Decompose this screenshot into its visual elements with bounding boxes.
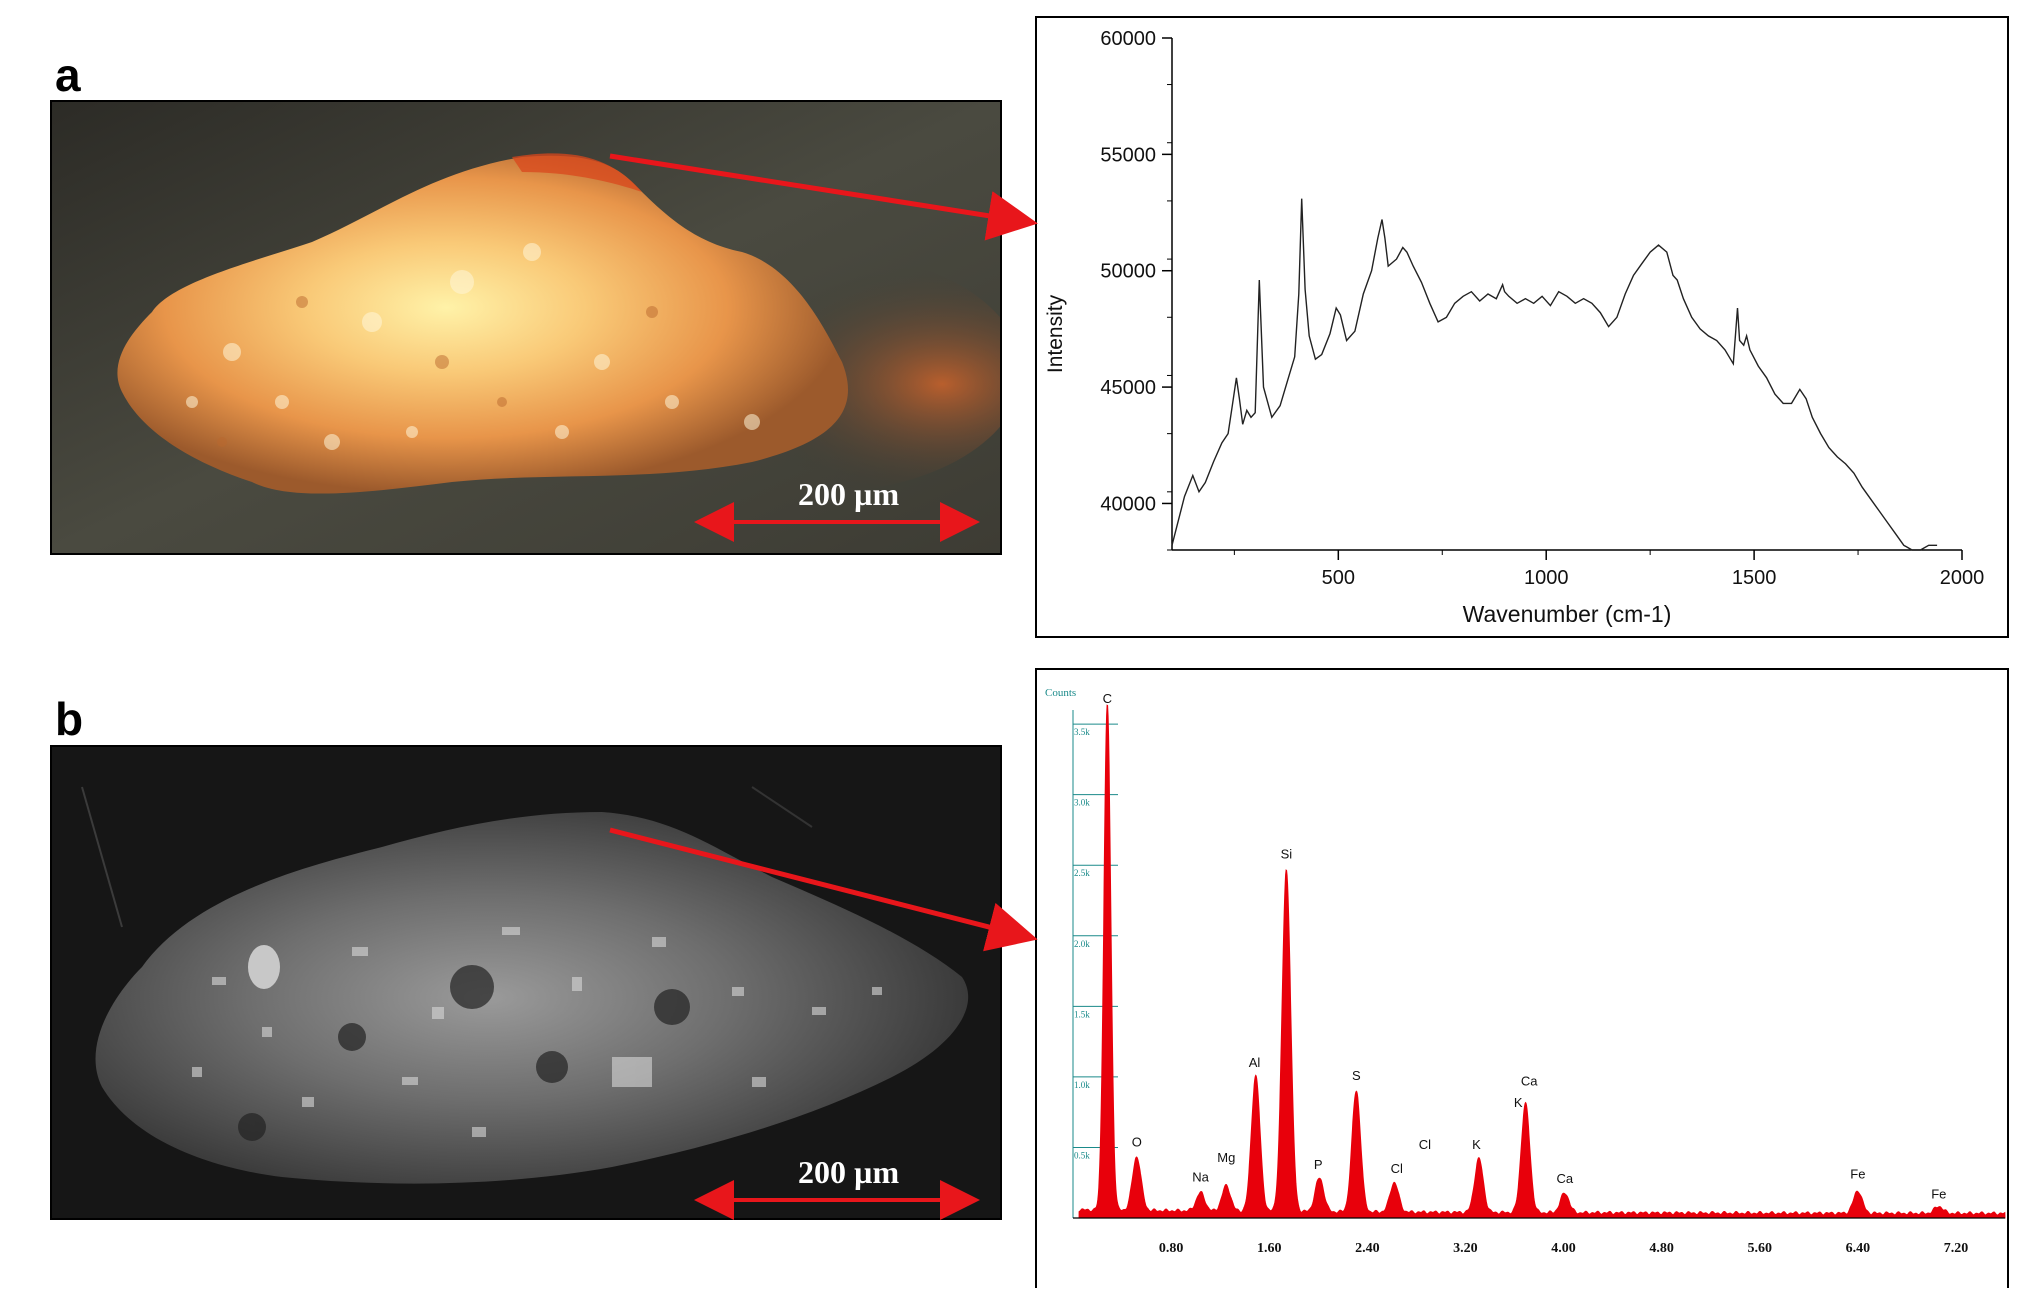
eds-x-tick-label: 4.80 (1649, 1241, 1674, 1256)
optical-micrograph-image (52, 102, 1000, 553)
eds-peak-label: Ca (1556, 1171, 1573, 1186)
eds-x-tick-label: 3.20 (1453, 1241, 1478, 1256)
eds-peak-label: Na (1192, 1170, 1209, 1185)
eds-peak-label: Cl (1419, 1137, 1431, 1152)
raman-series-line (1171, 198, 1938, 551)
raman-x-tick-label: 1500 (1732, 567, 1777, 589)
eds-peak-label: Al (1249, 1055, 1261, 1070)
sem-micrograph (50, 745, 1002, 1220)
eds-spectrum-frame: Counts 0.5k 1.0k 1.5k 2.0k 2.5k 3.0k 3.5k 0.80 1.… (1035, 668, 2009, 1288)
eds-x-tick-label: 1.60 (1257, 1241, 1282, 1256)
raman-spectrum-chart: 40000 45000 50000 55000 60000 500 1000 1500 2000… (1044, 28, 1985, 627)
eds-y-tick-label: 0.5k (1074, 1150, 1090, 1160)
eds-peak-label: Fe (1931, 1186, 1946, 1201)
eds-x-tick-label: 5.60 (1747, 1241, 1772, 1256)
raman-x-tick-label: 2000 (1940, 567, 1985, 589)
eds-peak-label: C (1103, 691, 1112, 706)
sem-micrograph-image (52, 747, 1000, 1218)
optical-micrograph (50, 100, 1002, 555)
scale-bar-label-b: 200 µm (798, 1154, 900, 1190)
raman-y-tick-label: 50000 (1100, 261, 1156, 283)
eds-y-tick-label: 1.0k (1074, 1080, 1090, 1090)
panel-label-a: a (55, 49, 81, 101)
eds-peak-label: Mg (1217, 1150, 1235, 1165)
eds-y-tick-label: 3.0k (1074, 798, 1090, 808)
eds-peak-label: Fe (1850, 1167, 1865, 1182)
raman-x-tick-label: 500 (1322, 567, 1355, 589)
eds-y-tick-label: 2.0k (1074, 939, 1090, 949)
eds-y-tick-label: 1.5k (1074, 1009, 1090, 1019)
eds-x-tick-label: 2.40 (1355, 1241, 1380, 1256)
raman-x-tick-label: 1000 (1524, 567, 1569, 589)
raman-spectrum-frame: 40000 45000 50000 55000 60000 500 1000 1500 2000… (1035, 16, 2009, 638)
eds-peak-label: Si (1281, 846, 1293, 861)
eds-y-axis-label: Counts (1045, 687, 1076, 699)
raman-y-axis-label: Intensity (1044, 294, 1067, 373)
eds-y-tick-label: 3.5k (1074, 727, 1090, 737)
eds-x-tick-label: 0.80 (1159, 1241, 1184, 1256)
eds-x-tick-label: 7.20 (1944, 1241, 1969, 1256)
eds-peak-label: Ca (1521, 1074, 1538, 1089)
panel-label-b: b (55, 693, 84, 745)
eds-peak-label: Cl (1391, 1161, 1403, 1176)
eds-peak-label: K (1472, 1137, 1481, 1152)
raman-y-tick-label: 45000 (1100, 377, 1156, 399)
raman-x-axis-label: Wavenumber (cm-1) (1463, 601, 1672, 627)
raman-y-tick-label: 40000 (1100, 493, 1156, 515)
eds-spectrum-area (1078, 704, 2006, 1219)
eds-y-tick-label: 2.5k (1074, 868, 1090, 878)
raman-y-tick-label: 60000 (1100, 28, 1156, 50)
eds-peak-label: P (1314, 1157, 1323, 1172)
eds-spectrum-chart: Counts 0.5k 1.0k 1.5k 2.0k 2.5k 3.0k 3.5k 0.80 1.… (1045, 687, 2006, 1256)
eds-x-tick-label: 4.00 (1551, 1241, 1576, 1256)
eds-peak-label: S (1352, 1068, 1361, 1083)
scale-bar-label-a: 200 µm (798, 476, 900, 512)
raman-y-tick-label: 55000 (1100, 144, 1156, 166)
eds-peak-label: K (1514, 1095, 1523, 1110)
eds-x-tick-label: 6.40 (1846, 1241, 1871, 1256)
eds-peak-label: O (1132, 1134, 1142, 1149)
